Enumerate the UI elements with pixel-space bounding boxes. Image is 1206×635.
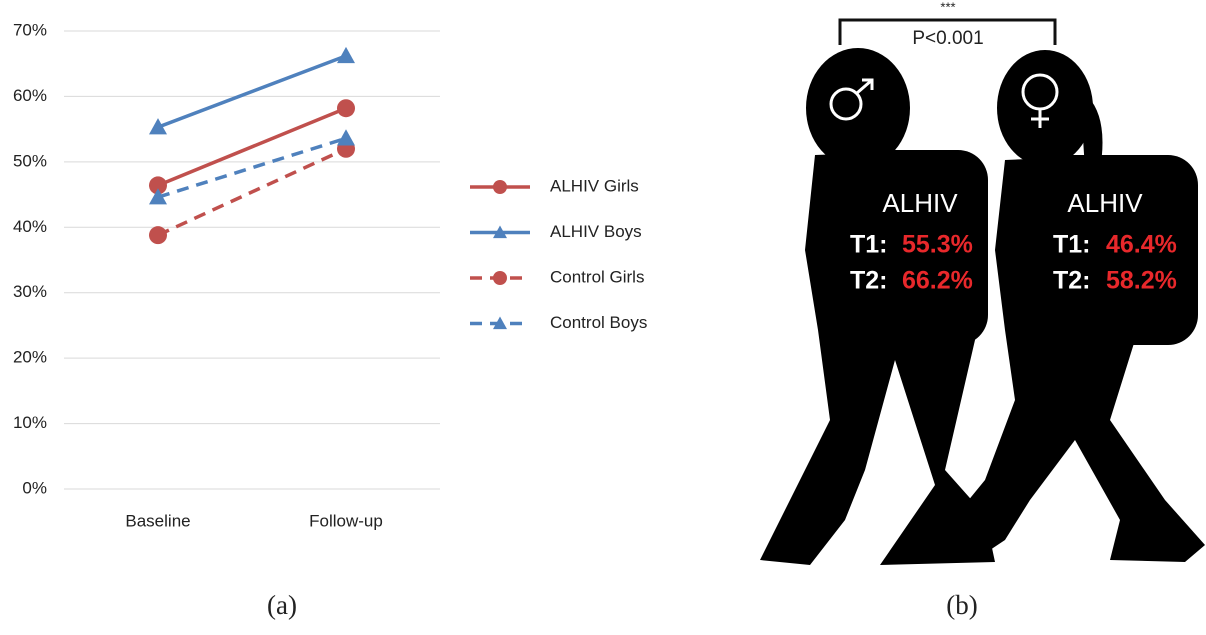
series-line	[157, 147, 347, 237]
y-tick-label: 30%	[13, 282, 47, 301]
x-tick-label: Baseline	[125, 511, 190, 530]
significance: ***	[940, 0, 955, 14]
bracket	[838, 18, 1057, 45]
legend-label: Control Boys	[550, 313, 647, 332]
marker	[337, 129, 355, 146]
group-label: ALHIV	[1067, 188, 1143, 218]
legend-marker	[493, 316, 507, 330]
t1-label: T1:	[850, 231, 888, 259]
boy-silhouette	[760, 48, 995, 565]
caption: (b)	[946, 590, 977, 620]
group-label: ALHIV	[882, 188, 958, 218]
p-value: P<0.001	[912, 28, 983, 49]
legend-marker	[493, 180, 507, 194]
t2-label: T2:	[1053, 267, 1091, 295]
t1-value: 55.3%	[902, 231, 973, 259]
series-line	[157, 136, 347, 199]
marker	[337, 99, 355, 118]
t2-value: 58.2%	[1106, 267, 1177, 295]
marker	[149, 226, 167, 245]
legend-marker	[493, 271, 507, 285]
caption: (a)	[267, 590, 297, 620]
series-line	[157, 106, 347, 188]
legend-label: Control Girls	[550, 267, 644, 286]
marker	[149, 176, 167, 195]
girl-silhouette	[940, 50, 1205, 562]
illustration: *** P<0.001 ALHIV T1: 55.3% T2: 66.2% AL…	[760, 0, 1205, 565]
line-chart: 0% 10% 20% 30% 40% 50% 60% 70% Baseline Follow-up…	[13, 20, 647, 530]
x-tick-label: Follow-up	[309, 511, 383, 530]
series-line	[157, 54, 347, 129]
female-symbol	[1021, 73, 1059, 128]
legend-label: ALHIV Boys	[550, 222, 642, 241]
t1-value: 46.4%	[1106, 231, 1177, 259]
y-tick-label: 10%	[13, 413, 47, 432]
y-tick-label: 50%	[13, 151, 47, 170]
t1-label: T1:	[1053, 231, 1091, 259]
marker	[149, 188, 167, 205]
y-tick-label: 60%	[13, 86, 47, 105]
male-symbol	[829, 78, 874, 121]
y-tick-label: 0%	[22, 478, 47, 497]
y-tick-label: 70%	[13, 20, 47, 39]
legend-marker	[493, 225, 507, 239]
y-tick-label: 40%	[13, 217, 47, 236]
t2-label: T2:	[850, 267, 888, 295]
legend-label: ALHIV Girls	[550, 176, 639, 195]
marker	[337, 46, 355, 64]
t2-value: 66.2%	[902, 267, 973, 295]
marker	[149, 118, 167, 135]
y-tick-label: 20%	[13, 348, 47, 367]
